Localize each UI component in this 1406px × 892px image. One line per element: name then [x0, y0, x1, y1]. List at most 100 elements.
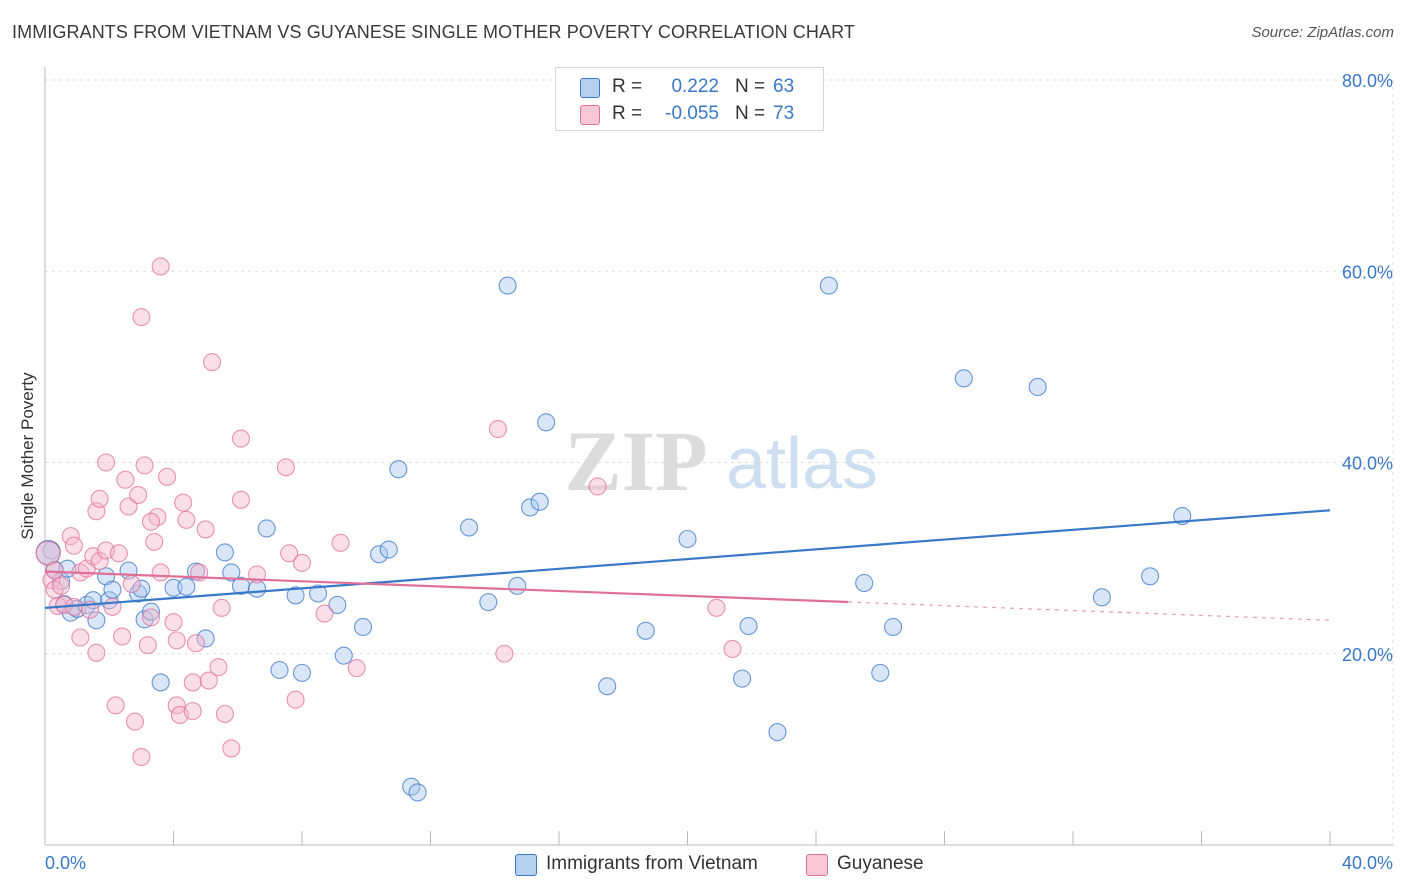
data-point — [521, 498, 540, 517]
data-point — [276, 458, 295, 477]
trend-line-guyanese — [44, 570, 849, 604]
data-point — [196, 629, 215, 648]
data-point — [508, 576, 527, 595]
data-point — [125, 712, 144, 731]
data-point — [61, 527, 80, 546]
legend-r-value: -0.055 — [665, 103, 719, 124]
data-point — [334, 646, 353, 665]
data-point — [495, 644, 514, 663]
series-layer — [35, 257, 1192, 802]
data-point — [488, 419, 508, 439]
legend-label-vietnam: Immigrants from Vietnam — [546, 853, 758, 874]
data-point — [183, 702, 202, 721]
data-point — [138, 636, 157, 655]
data-point — [819, 276, 838, 295]
data-point — [141, 608, 161, 627]
data-point — [331, 533, 350, 552]
axis-layer — [44, 67, 1393, 846]
data-point — [141, 602, 161, 621]
data-point — [636, 621, 655, 640]
trend-line-guyanese-extension — [848, 601, 1331, 621]
y-tick-label: 40.0% — [1342, 454, 1393, 474]
data-point — [183, 673, 202, 692]
legend-r-label: R = — [612, 76, 643, 97]
data-point — [498, 276, 517, 295]
watermark-zip: ZIP — [564, 413, 707, 509]
data-point — [733, 669, 752, 688]
data-point — [212, 598, 231, 617]
data-point — [530, 492, 549, 511]
legend-swatch-guyanese — [580, 105, 600, 125]
data-point — [87, 611, 106, 630]
tick-label-layer: 20.0% 40.0% 60.0% 80.0% 0.0% 40.0% — [45, 71, 1393, 873]
data-point — [222, 739, 241, 758]
data-point — [167, 696, 186, 715]
legend-swatch-vietnam — [580, 78, 600, 98]
data-point — [739, 616, 758, 636]
legend-n-value: 63 — [773, 76, 795, 97]
data-point — [588, 477, 607, 496]
data-point — [479, 593, 498, 612]
data-point — [257, 519, 276, 538]
data-point — [151, 563, 170, 582]
legend-n-label: N = — [735, 103, 766, 124]
data-point — [132, 308, 151, 327]
data-point — [231, 490, 251, 509]
data-point — [871, 663, 890, 682]
legend-row-guyanese: R = -0.055 N = 73 — [556, 100, 823, 128]
y-tick-label: 80.0% — [1342, 71, 1393, 91]
legend-swatch-guyanese — [806, 854, 828, 876]
source-label: Source: ZipAtlas.com — [1251, 24, 1394, 41]
chart-title: IMMIGRANTS FROM VIETNAM VS GUYANESE SING… — [12, 22, 855, 42]
data-point — [222, 563, 241, 582]
data-point — [52, 576, 71, 595]
data-point — [370, 545, 389, 564]
data-point — [459, 518, 479, 537]
data-point — [109, 544, 128, 563]
data-point — [768, 723, 787, 742]
series-guyanese — [35, 257, 742, 767]
data-point — [167, 631, 186, 650]
y-tick-label: 60.0% — [1342, 262, 1393, 282]
legend-row-vietnam: R = 0.222 N = 63 — [556, 73, 823, 101]
watermark-atlas: atlas — [726, 424, 878, 504]
data-point — [598, 677, 617, 696]
data-point — [884, 617, 903, 637]
data-point — [90, 551, 109, 571]
correlation-legend: R = 0.222 N = 63 R = -0.055 N = 73 — [555, 67, 824, 131]
data-point — [164, 613, 183, 632]
data-point — [537, 413, 556, 432]
data-point — [129, 485, 148, 505]
data-point — [292, 553, 312, 572]
data-point — [145, 532, 164, 551]
data-point — [1141, 567, 1160, 586]
data-point — [280, 544, 299, 563]
data-point — [209, 658, 228, 677]
x-tick-label: 0.0% — [45, 853, 86, 873]
data-point — [309, 584, 328, 603]
data-point — [87, 643, 106, 662]
data-point — [135, 456, 154, 475]
data-point — [379, 540, 398, 559]
data-point — [353, 617, 373, 637]
data-point — [292, 663, 312, 682]
legend-r-label: R = — [612, 103, 643, 124]
data-point — [106, 696, 125, 715]
data-point — [678, 529, 697, 549]
data-point — [270, 660, 289, 680]
data-point — [164, 578, 183, 597]
data-point — [286, 690, 305, 709]
legend-swatch-vietnam — [515, 854, 537, 876]
data-point — [141, 512, 161, 531]
data-point — [151, 673, 170, 692]
data-point — [90, 489, 109, 508]
legend-r-value: 0.222 — [671, 76, 719, 97]
data-point — [96, 453, 116, 472]
data-point — [196, 520, 215, 539]
data-point — [129, 584, 148, 603]
data-point — [113, 627, 132, 646]
data-point — [132, 579, 151, 598]
grid-layer — [45, 79, 1394, 845]
trend-layer — [44, 509, 1331, 621]
